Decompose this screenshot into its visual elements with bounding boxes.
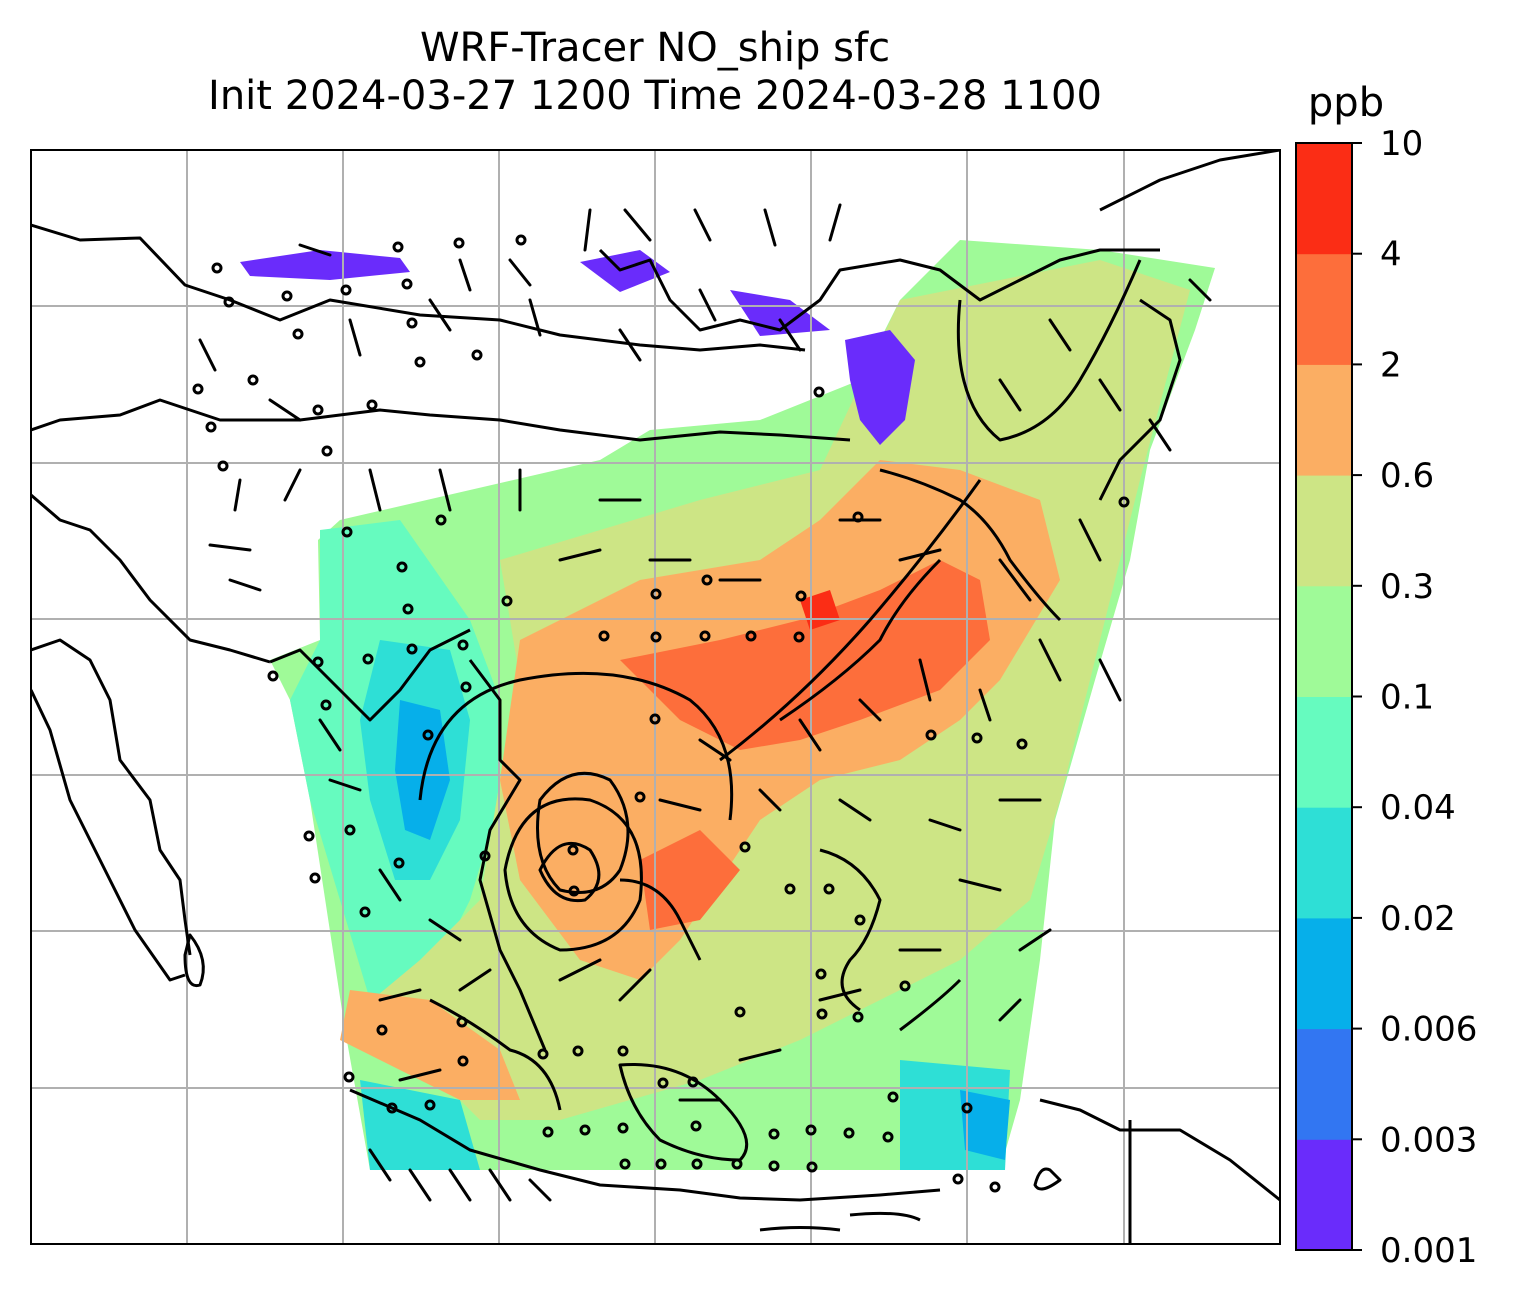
colorbar-band [1296, 143, 1352, 255]
colorbar-tick-label: 0.04 [1380, 788, 1456, 828]
coastlines [31, 150, 1280, 1244]
colorbar-tick-label: 0.003 [1380, 1120, 1477, 1160]
colorbar-tick-label: 4 [1380, 235, 1402, 275]
concentration-field [240, 240, 1215, 1170]
field-north-strip [240, 250, 410, 280]
colorbar-tick-label: 2 [1380, 345, 1402, 385]
title-line-2: Init 2024-03-27 1200 Time 2024-03-28 110… [208, 73, 1102, 119]
colorbar-tick-label: 10 [1380, 124, 1423, 164]
colorbar-band [1296, 917, 1352, 1030]
title-line-1: WRF-Tracer NO_ship sfc [419, 25, 891, 71]
map-frame [30, 149, 1281, 1245]
colorbar-ticks: 0.001 0.003 0.006 0.02 0.04 0.1 0.3 0.6 2 4 10 [1352, 124, 1477, 1271]
colorbar-bands [1296, 143, 1352, 1251]
wind-barbs [198, 203, 1212, 1202]
field-north-low [845, 330, 915, 445]
colorbar-tick-label: 0.001 [1380, 1231, 1477, 1271]
colorbar-frame [1295, 142, 1353, 1251]
colorbar-unit-label: ppb [1308, 80, 1384, 126]
calm-markers [192, 234, 1130, 1193]
colorbar: ppb 0.001 0.003 0.006 0.02 0.04 0.1 0.3 0.6 2 4 10 [1295, 80, 1477, 1271]
colorbar-band [1296, 253, 1352, 365]
colorbar-band [1296, 807, 1352, 919]
field-very-high [620, 560, 990, 750]
colorbar-tick-label: 0.6 [1380, 456, 1434, 496]
plot-title: WRF-Tracer NO_ship sfc Init 2024-03-27 1… [30, 24, 1280, 120]
field-south-low [360, 1080, 480, 1170]
colorbar-tick-label: 0.1 [1380, 678, 1434, 718]
colorbar-band [1296, 364, 1352, 476]
field-very-high-2 [640, 830, 740, 930]
field-se-lower [960, 1090, 1010, 1160]
colorbar-band [1296, 1139, 1352, 1251]
colorbar-tick-label: 0.3 [1380, 567, 1434, 607]
colorbar-tick-label: 0.02 [1380, 899, 1456, 939]
colorbar-band [1296, 1028, 1352, 1140]
colorbar-band [1296, 475, 1352, 587]
colorbar-tick-label: 0.006 [1380, 1010, 1477, 1050]
colorbar-band [1296, 585, 1352, 697]
colorbar-band [1296, 696, 1352, 808]
field-lowest-west [395, 700, 450, 840]
map-area [31, 150, 1280, 1244]
field-high-south [340, 990, 520, 1100]
pressure-contours [418, 479, 982, 952]
